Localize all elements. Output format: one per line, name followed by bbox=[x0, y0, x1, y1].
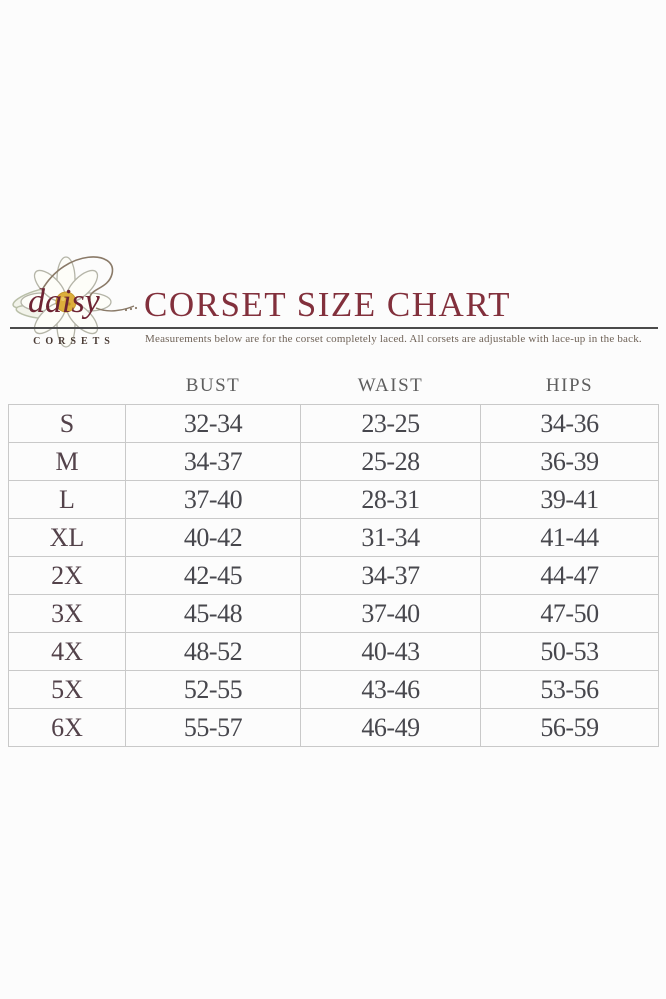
table-row: 4X 48-52 40-43 50-53 bbox=[8, 632, 659, 671]
bust-value: 32-34 bbox=[125, 404, 301, 443]
bust-value: 37-40 bbox=[125, 480, 301, 519]
bust-value: 48-52 bbox=[125, 632, 301, 671]
divider-line bbox=[10, 327, 658, 329]
size-label: S bbox=[8, 404, 126, 443]
hips-value: 56-59 bbox=[480, 708, 659, 747]
page-title: CORSET SIZE CHART bbox=[144, 285, 511, 324]
table-row: 3X 45-48 37-40 47-50 bbox=[8, 594, 659, 633]
table-row: 6X 55-57 46-49 56-59 bbox=[8, 708, 659, 747]
bust-value: 55-57 bbox=[125, 708, 301, 747]
waist-value: 28-31 bbox=[300, 480, 481, 519]
daisy-corsets-logo: daisy corsets bbox=[8, 246, 140, 348]
hips-value: 39-41 bbox=[480, 480, 659, 519]
waist-value: 40-43 bbox=[300, 632, 481, 671]
hips-value: 53-56 bbox=[480, 670, 659, 709]
waist-value: 37-40 bbox=[300, 594, 481, 633]
bust-value: 52-55 bbox=[125, 670, 301, 709]
table-row: 5X 52-55 43-46 53-56 bbox=[8, 670, 659, 709]
size-label: M bbox=[8, 442, 126, 481]
waist-value: 31-34 bbox=[300, 518, 481, 557]
hips-value: 47-50 bbox=[480, 594, 659, 633]
size-label: 3X bbox=[8, 594, 126, 633]
brand-script-text: daisy bbox=[28, 283, 101, 320]
column-header-row: BUST WAIST HIPS bbox=[9, 366, 659, 405]
hips-value: 44-47 bbox=[480, 556, 659, 595]
waist-value: 46-49 bbox=[300, 708, 481, 747]
table-row: M 34-37 25-28 36-39 bbox=[8, 442, 659, 481]
bust-value: 34-37 bbox=[125, 442, 301, 481]
table-row: L 37-40 28-31 39-41 bbox=[8, 480, 659, 519]
column-header-waist: WAIST bbox=[357, 375, 424, 396]
hips-value: 41-44 bbox=[480, 518, 659, 557]
waist-value: 43-46 bbox=[300, 670, 481, 709]
column-header-hips: HIPS bbox=[545, 375, 594, 396]
daisy-flower-icon: daisy bbox=[12, 256, 138, 348]
size-label: XL bbox=[8, 518, 126, 557]
size-label: L bbox=[8, 480, 126, 519]
page-subtitle: Measurements below are for the corset co… bbox=[145, 333, 642, 345]
column-header-bust: BUST bbox=[185, 375, 241, 396]
hips-value: 36-39 bbox=[480, 442, 659, 481]
bust-value: 42-45 bbox=[125, 556, 301, 595]
size-chart-table: BUST WAIST HIPS S 32-34 23-25 34-36 M 34… bbox=[8, 366, 659, 747]
waist-value: 23-25 bbox=[300, 404, 481, 443]
table-row: 2X 42-45 34-37 44-47 bbox=[8, 556, 659, 595]
waist-value: 34-37 bbox=[300, 556, 481, 595]
brand-wordmark: corsets bbox=[33, 336, 115, 347]
size-label: 6X bbox=[8, 708, 126, 747]
table-row: XL 40-42 31-34 41-44 bbox=[8, 518, 659, 557]
bust-value: 40-42 bbox=[125, 518, 301, 557]
size-label: 4X bbox=[8, 632, 126, 671]
waist-value: 25-28 bbox=[300, 442, 481, 481]
size-label: 2X bbox=[8, 556, 126, 595]
size-column-spacer bbox=[9, 366, 126, 405]
hips-value: 50-53 bbox=[480, 632, 659, 671]
hips-value: 34-36 bbox=[480, 404, 659, 443]
size-label: 5X bbox=[8, 670, 126, 709]
table-row: S 32-34 23-25 34-36 bbox=[8, 404, 659, 443]
bust-value: 45-48 bbox=[125, 594, 301, 633]
